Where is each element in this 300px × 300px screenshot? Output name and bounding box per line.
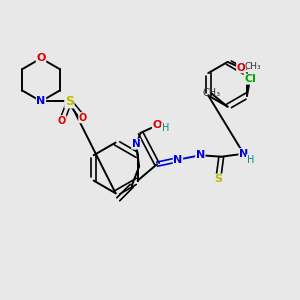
Text: Cl: Cl — [244, 74, 256, 84]
Text: N: N — [173, 155, 183, 165]
Text: H: H — [247, 155, 254, 165]
Text: S: S — [65, 95, 74, 108]
Text: N: N — [36, 96, 46, 106]
Text: N: N — [132, 139, 140, 149]
Text: S: S — [214, 174, 222, 184]
Text: N: N — [239, 149, 248, 159]
Text: CH₃: CH₃ — [202, 88, 220, 98]
Text: O: O — [79, 113, 87, 123]
Text: O: O — [58, 116, 66, 126]
Text: O: O — [237, 63, 245, 73]
Text: H: H — [162, 123, 169, 134]
Text: O: O — [152, 120, 162, 130]
Text: CH₃: CH₃ — [245, 62, 261, 71]
Text: O: O — [36, 53, 46, 63]
Text: N: N — [196, 150, 205, 160]
